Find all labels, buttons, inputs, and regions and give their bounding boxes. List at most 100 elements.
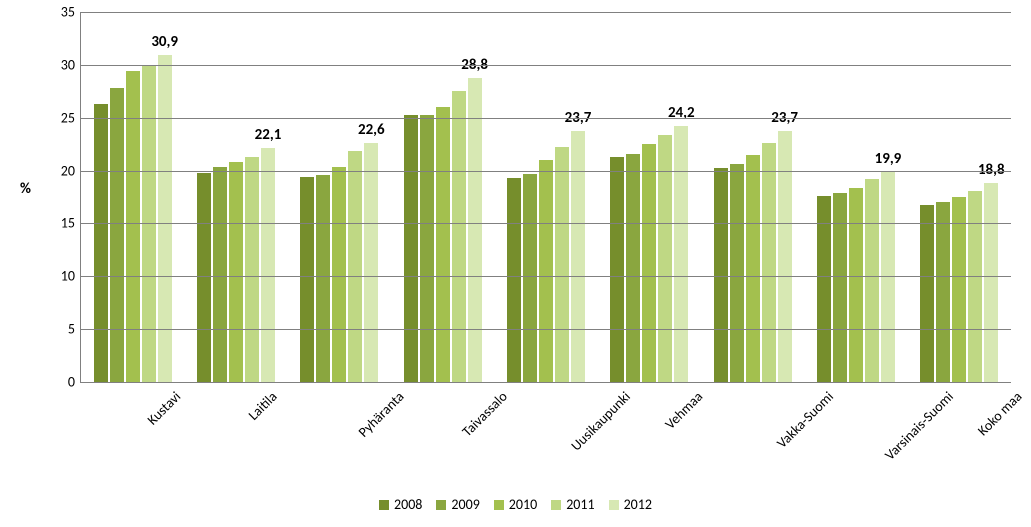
bar [984, 183, 998, 382]
bar [642, 144, 656, 382]
bars [507, 12, 585, 382]
bar-group: 19,9 [804, 12, 907, 382]
y-tick-label: 35 [61, 4, 81, 21]
bars [94, 12, 172, 382]
x-axis-labels: KustaviLaitilaPyhärantaTaivassaloUusikau… [80, 382, 1010, 482]
gridline [81, 171, 1011, 172]
bar [849, 188, 863, 383]
x-tick-label: Vehmaa [597, 382, 700, 482]
value-label: 19,9 [875, 150, 902, 168]
bar [714, 168, 728, 382]
legend-label: 2010 [509, 496, 537, 513]
bar [158, 55, 172, 382]
legend-item: 2012 [609, 496, 652, 513]
x-tick-label: Laitila [183, 382, 286, 482]
bar [364, 143, 378, 382]
legend-swatch [379, 500, 389, 510]
gridline [81, 12, 1011, 13]
bar [920, 205, 934, 382]
y-tick-label: 5 [68, 321, 81, 338]
bar [952, 197, 966, 382]
bar [404, 115, 418, 382]
x-tick-label: Uusikaupunki [493, 382, 596, 482]
bar [332, 167, 346, 382]
bar [626, 154, 640, 382]
bar [658, 135, 672, 382]
bars [817, 12, 895, 382]
y-tick-label: 30 [61, 56, 81, 73]
bar [968, 191, 982, 382]
legend-swatch [609, 500, 619, 510]
bars [610, 12, 688, 382]
bars [714, 12, 792, 382]
gridline [81, 65, 1011, 66]
value-label: 22,6 [358, 121, 385, 139]
legend-swatch [494, 500, 504, 510]
bar [436, 107, 450, 382]
gridline [81, 223, 1011, 224]
legend-label: 2009 [451, 496, 479, 513]
bar-group: 18,8 [908, 12, 1011, 382]
x-tick-label: Kustavi [80, 382, 183, 482]
bar [420, 115, 434, 382]
bar [762, 143, 776, 382]
bar-group: 23,7 [701, 12, 804, 382]
bar [245, 157, 259, 382]
bars [197, 12, 275, 382]
x-tick-label: Pyhäranta [287, 382, 390, 482]
bar [261, 148, 275, 382]
bar [778, 131, 792, 382]
y-tick-label: 25 [61, 109, 81, 126]
bar [197, 173, 211, 382]
value-label: 22,1 [255, 126, 282, 144]
bar-group: 24,2 [598, 12, 701, 382]
y-tick-label: 15 [61, 215, 81, 232]
x-tick-label: Vakka-Suomi [700, 382, 803, 482]
bar [865, 179, 879, 382]
legend-swatch [551, 500, 561, 510]
bar-chart: % 30,922,122,628,823,724,223,719,918,8 0… [0, 0, 1031, 527]
bar [571, 131, 585, 382]
bar [213, 167, 227, 382]
y-tick-label: 10 [61, 268, 81, 285]
bar [936, 202, 950, 382]
value-label: 24,2 [668, 104, 695, 122]
bar [229, 162, 243, 382]
legend-label: 2012 [624, 496, 652, 513]
legend-item: 2008 [379, 496, 422, 513]
bar [94, 104, 108, 382]
bar [746, 155, 760, 382]
gridline [81, 329, 1011, 330]
bars [300, 12, 378, 382]
bar [674, 126, 688, 382]
plot-area: 30,922,122,628,823,724,223,719,918,8 051… [80, 12, 1011, 383]
legend-item: 2010 [494, 496, 537, 513]
x-tick-label: Koko maa [907, 382, 1010, 482]
bar [300, 177, 314, 382]
y-axis-label: % [20, 180, 31, 198]
gridline [81, 118, 1011, 119]
bars [920, 12, 998, 382]
bar-groups: 30,922,122,628,823,724,223,719,918,8 [81, 12, 1011, 382]
bar [452, 91, 466, 382]
bar [539, 160, 553, 382]
bar-group: 28,8 [391, 12, 494, 382]
legend-swatch [436, 500, 446, 510]
bar [610, 157, 624, 382]
bar-group: 22,6 [288, 12, 391, 382]
bar [730, 164, 744, 382]
bar [468, 78, 482, 382]
legend: 2008 2009 2010 2011 2012 [0, 496, 1031, 513]
legend-item: 2011 [551, 496, 594, 513]
bar-group: 30,9 [81, 12, 184, 382]
legend-label: 2011 [566, 496, 594, 513]
value-label: 30,9 [151, 33, 178, 51]
gridline [81, 276, 1011, 277]
y-tick-label: 20 [61, 162, 81, 179]
bar [833, 193, 847, 382]
x-tick-label: Varsinais-Suomi [803, 382, 906, 482]
legend-item: 2009 [436, 496, 479, 513]
bar [110, 88, 124, 382]
legend-label: 2008 [394, 496, 422, 513]
bar [507, 178, 521, 382]
